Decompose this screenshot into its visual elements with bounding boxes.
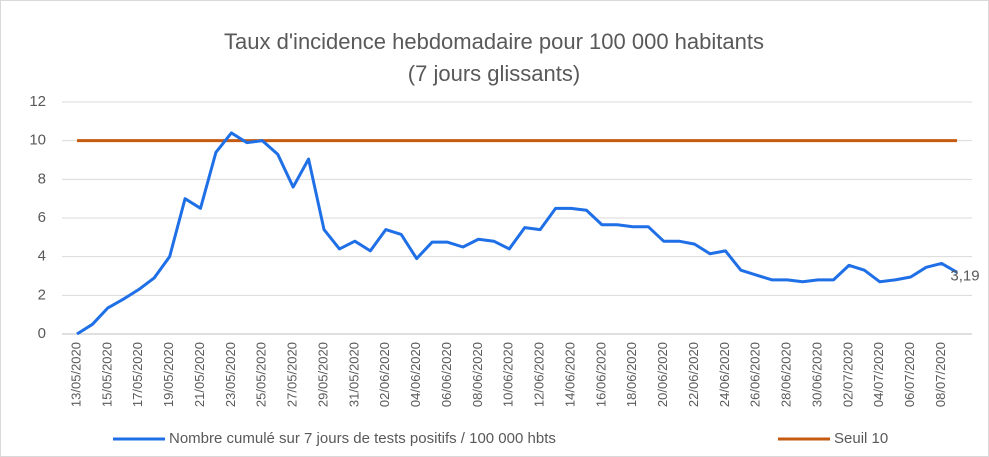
x-tick-label: 24/06/2020: [717, 342, 732, 407]
x-tick-label: 06/06/2020: [439, 342, 454, 407]
x-tick-label: 19/05/2020: [161, 342, 176, 407]
series-line: [76, 131, 958, 336]
x-tick-label: 26/06/2020: [748, 342, 763, 407]
x-tick-label: 08/06/2020: [470, 342, 485, 407]
x-tick-label: 16/06/2020: [593, 342, 608, 407]
legend-label: Nombre cumulé sur 7 jours de tests posit…: [169, 430, 556, 447]
x-tick-label: 27/05/2020: [285, 342, 300, 407]
legend-label: Seuil 10: [834, 430, 888, 447]
x-tick-label: 23/05/2020: [223, 342, 238, 407]
x-tick-label: 13/05/2020: [68, 342, 83, 407]
x-tick-label: 31/05/2020: [346, 342, 361, 407]
x-tick-label: 15/05/2020: [99, 342, 114, 407]
chart-title: Taux d'incidence hebdomadaire pour 100 0…: [224, 29, 764, 86]
y-tick-label: 10: [29, 132, 46, 149]
x-tick-label: 08/07/2020: [933, 342, 948, 407]
x-tick-label: 30/06/2020: [809, 342, 824, 407]
y-tick-label: 2: [38, 286, 46, 303]
x-tick-label: 04/07/2020: [871, 342, 886, 407]
data-label: 3,19: [950, 267, 979, 284]
x-tick-label: 28/06/2020: [779, 342, 794, 407]
x-tick-label: 25/05/2020: [254, 342, 269, 407]
x-tick-label: 21/05/2020: [192, 342, 207, 407]
y-tick-label: 6: [38, 209, 46, 226]
x-tick-label: 04/06/2020: [408, 342, 423, 407]
x-tick-label: 22/06/2020: [686, 342, 701, 407]
y-tick-label: 4: [38, 248, 46, 265]
x-tick-label: 29/05/2020: [315, 342, 330, 407]
y-tick-label: 0: [38, 325, 46, 342]
y-tick-label: 12: [29, 93, 46, 110]
x-tick-label: 17/05/2020: [130, 342, 145, 407]
x-tick-label: 02/07/2020: [840, 342, 855, 407]
x-tick-label: 20/06/2020: [655, 342, 670, 407]
x-tick-label: 18/06/2020: [624, 342, 639, 407]
x-tick-label: 12/06/2020: [532, 342, 547, 407]
x-tick-label: 14/06/2020: [562, 342, 577, 407]
x-tick-label: 06/07/2020: [902, 342, 917, 407]
x-tick-label: 10/06/2020: [501, 342, 516, 407]
y-tick-label: 8: [38, 170, 46, 187]
x-tick-label: 02/06/2020: [377, 342, 392, 407]
